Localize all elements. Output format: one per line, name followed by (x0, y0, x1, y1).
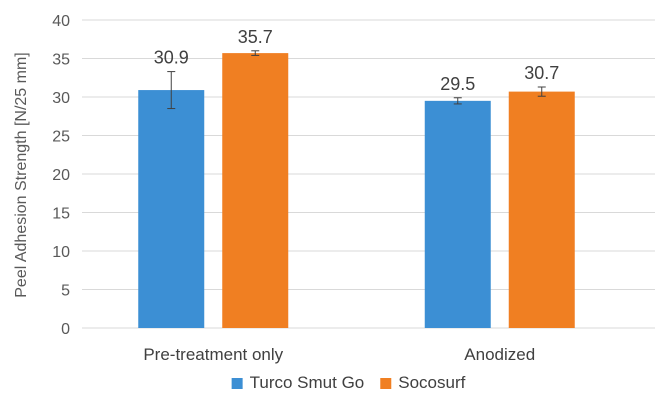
y-tick-label: 0 (61, 321, 70, 338)
y-tick-label: 5 (61, 283, 70, 300)
data-label: 29.5 (440, 74, 475, 94)
y-tick-label: 40 (52, 13, 70, 30)
data-label: 35.7 (238, 27, 273, 47)
legend: Turco Smut Go Socosurf (231, 373, 466, 392)
bar (508, 91, 575, 328)
legend-swatch (231, 378, 243, 389)
legend-item: Socosurf (380, 373, 466, 392)
error-bars (167, 50, 546, 110)
y-tick-label: 15 (52, 206, 70, 223)
bar (138, 90, 205, 328)
y-tick-label: 10 (52, 244, 70, 261)
error-bar (167, 71, 176, 110)
y-tick-label: 30 (52, 90, 70, 107)
bar (222, 53, 289, 329)
legend-swatch (380, 378, 392, 389)
y-axis-ticks: 0 5 10 15 20 25 30 35 40 (52, 13, 70, 338)
y-tick-label: 20 (52, 167, 70, 184)
data-label: 30.7 (524, 63, 559, 83)
error-bar (251, 50, 260, 56)
y-tick-label: 35 (52, 52, 70, 69)
legend-label: Socosurf (398, 373, 465, 392)
y-tick-label: 25 (52, 129, 70, 146)
bar (424, 100, 491, 328)
error-bar (537, 86, 546, 97)
x-category-label: Anodized (464, 345, 535, 364)
legend-label: Turco Smut Go (250, 373, 365, 392)
data-label: 30.9 (154, 48, 189, 68)
error-bar (453, 97, 462, 105)
y-axis-title: Peel Adhesion Strength [N/25 mm] (13, 52, 30, 297)
legend-item: Turco Smut Go (231, 373, 365, 392)
bars (138, 53, 575, 329)
data-labels: 30.9 35.7 29.5 30.7 (154, 27, 560, 94)
x-category-label: Pre-treatment only (143, 345, 283, 364)
x-axis-categories: Pre-treatment only Anodized (143, 345, 535, 364)
